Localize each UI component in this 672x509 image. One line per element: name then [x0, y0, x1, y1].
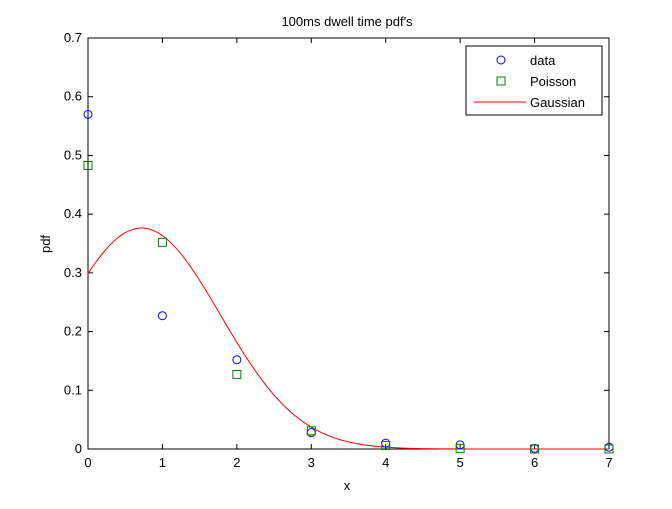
poisson-point-1: [157, 237, 167, 247]
poisson-point-4: [381, 440, 391, 450]
x-tick-label-4: 4: [382, 455, 389, 470]
poisson-point-2: [232, 369, 242, 379]
y-tick-label-2: 0.2: [64, 324, 82, 339]
legend-label-poisson: Poisson: [530, 74, 576, 89]
poisson-point-5: [455, 443, 465, 453]
y-tick-label-7: 0.7: [64, 30, 82, 45]
y-tick-label-1: 0.1: [64, 382, 82, 397]
y-tick-label-5: 0.5: [64, 147, 82, 162]
legend-box: [465, 45, 603, 116]
legend-label-data: data: [530, 53, 556, 68]
x-axis-label: x: [344, 478, 351, 493]
marker-layer: [83, 109, 614, 454]
legend-swatch-data: [496, 55, 506, 65]
x-tick-label-1: 1: [159, 455, 166, 470]
poisson-point-6: [530, 444, 540, 454]
y-axis-label: pdf: [38, 235, 53, 253]
x-tick-label-2: 2: [233, 455, 240, 470]
data-point-2: [232, 355, 242, 365]
data-point-0: [83, 109, 93, 119]
poisson-point-0: [83, 160, 93, 170]
y-tick-label-4: 0.4: [64, 206, 82, 221]
x-tick-label-3: 3: [308, 455, 315, 470]
x-tick-label-0: 0: [84, 455, 91, 470]
x-tick-label-7: 7: [605, 455, 612, 470]
axis-ticks: 0 1 2 3 4 5 6 7 0 0.1 0.2 0.3 0.4 0.5 0.6 0.7: [64, 30, 613, 470]
gaussian-curve-layer: [87, 227, 609, 450]
y-tick-label-6: 0.6: [64, 89, 82, 104]
poisson-point-3: [306, 426, 316, 436]
y-tick-label-3: 0.3: [64, 265, 82, 280]
gaussian-curve: [87, 227, 609, 450]
chart-title: 100ms dwell time pdf's: [281, 14, 413, 29]
y-tick-label-0: 0: [75, 441, 82, 456]
legend: data Poisson Gaussian: [465, 45, 603, 116]
x-tick-label-6: 6: [531, 455, 538, 470]
legend-label-gaussian: Gaussian: [530, 95, 585, 110]
legend-items: data Poisson Gaussian: [474, 53, 585, 110]
data-point-1: [157, 311, 167, 321]
x-tick-label-5: 5: [457, 455, 464, 470]
legend-swatch-poisson: [496, 76, 506, 86]
poisson-point-7: [604, 444, 614, 454]
